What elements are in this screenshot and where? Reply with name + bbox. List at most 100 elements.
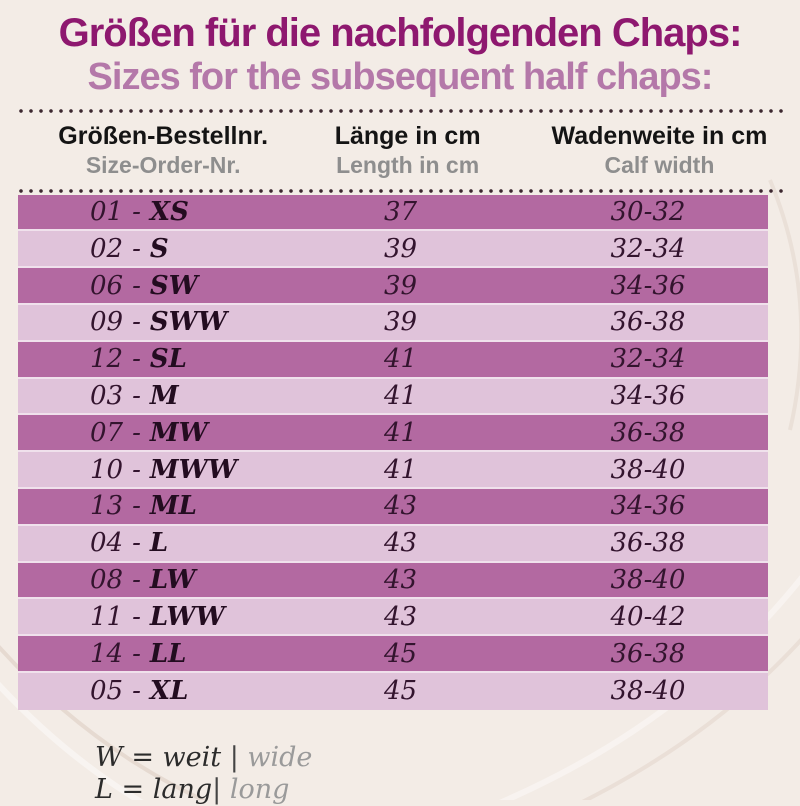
size-code: LW [149,565,196,596]
calf-width-cell: 32-34 [610,344,686,375]
table-row: 03- M 41 34-36 [18,378,768,416]
dash-separator: - [132,381,141,412]
size-order-cell: 05- XL [18,678,303,704]
size-code: LWW [149,601,225,632]
size-code: LL [149,638,187,669]
page-title-german: Größen für die nachfolgenden Chaps: [58,11,743,55]
length-cell: 41 [383,454,418,485]
order-number: 12 [90,344,124,375]
order-number: 14 [90,638,124,669]
order-number: 04 [90,528,124,559]
length-cell: 41 [383,417,418,448]
order-number: 01 [90,197,124,228]
length-cell: 43 [383,601,418,632]
length-cell: 41 [383,344,418,375]
order-number: 13 [90,491,124,522]
size-order-cell: 07- MW [18,420,303,446]
table-row: 13- ML 43 34-36 [18,489,768,526]
order-number: 07 [90,417,124,448]
dash-separator: - [132,270,141,301]
size-order-cell: 12- SL [18,346,303,372]
size-code: SL [149,344,187,375]
order-number: 10 [90,454,124,485]
table-row: 01- XS 37 30-32 [18,194,768,232]
header-size-order-german: Größen-Bestellnr. [58,121,269,150]
header-size-order-english: Size-Order-Nr. [85,152,241,179]
abbreviation-legend: W = weit | wide L = lang| long [95,742,800,806]
dotted-divider-top [14,106,786,115]
order-number: 03 [90,381,124,412]
header-length-german: Länge in cm [334,121,481,150]
order-number: 09 [90,307,124,338]
header-calf-width-english: Calf width [604,152,715,179]
header-length: Länge in cm Length in cm [308,121,507,179]
order-number: 05 [90,676,124,707]
table-header: Größen-Bestellnr. Size-Order-Nr. Länge i… [18,121,782,179]
length-cell: 43 [383,491,418,522]
length-cell: 41 [383,381,418,412]
table-row: 08- LW 43 38-40 [18,562,768,600]
size-code: SW [149,270,198,301]
header-length-english: Length in cm [336,152,480,179]
size-code: XS [149,197,189,228]
order-number: 11 [90,601,124,632]
size-code: L [149,528,169,559]
size-order-cell: 06- SW [18,273,303,299]
legend-line-l: L = lang| long [95,774,800,806]
table-row: 10- MWW 41 38-40 [18,452,768,490]
size-code: SWW [149,307,228,338]
legend-line-w: W = weit | wide [95,742,800,774]
table-row: 09- SWW 39 36-38 [18,305,768,342]
table-row: 12- SL 41 32-34 [18,341,768,379]
size-code: MWW [149,454,238,485]
dash-separator: - [132,417,141,448]
size-order-cell: 13- ML [18,493,303,519]
header-calf-width-german: Wadenweite in cm [551,121,768,150]
dash-separator: - [132,233,141,264]
size-code: M [149,381,179,412]
calf-width-cell: 34-36 [610,270,686,301]
dash-separator: - [132,454,141,485]
table-row: 06- SW 39 34-36 [18,268,768,306]
calf-width-cell: 36-38 [610,528,686,559]
size-order-cell: 01- XS [18,199,303,225]
size-code: S [149,233,169,264]
dash-separator: - [132,565,141,596]
length-cell: 45 [383,638,418,669]
legend-w-english: wide [247,741,313,773]
dash-separator: - [132,344,141,375]
calf-width-cell: 36-38 [610,307,686,338]
length-cell: 43 [383,528,418,559]
table-row: 04- L 43 36-38 [18,525,768,563]
calf-width-cell: 38-40 [610,565,686,596]
header-calf-width: Wadenweite in cm Calf width [507,121,782,179]
table-row: 11- LWW 43 40-42 [18,599,768,637]
dash-separator: - [132,197,141,228]
dotted-divider-header [14,186,786,195]
size-order-cell: 04- L [18,530,303,556]
order-number: 08 [90,565,124,596]
legend-l-separator: | [212,773,230,805]
dash-separator: - [132,307,141,338]
calf-width-cell: 32-34 [610,233,686,264]
page-title-english: Sizes for the subsequent half chaps: [87,56,714,98]
calf-width-cell: 34-36 [610,491,686,522]
size-order-cell: 14- LL [18,641,303,667]
order-number: 06 [90,270,124,301]
length-cell: 45 [383,676,418,707]
legend-w-separator: | [229,741,248,773]
table-row: 14- LL 45 36-38 [18,636,768,674]
legend-l-english: long [229,773,290,805]
dash-separator: - [132,528,141,559]
dash-separator: - [132,676,141,707]
dash-separator: - [132,601,141,632]
length-cell: 37 [383,197,418,228]
length-cell: 39 [383,270,418,301]
header-size-order: Größen-Bestellnr. Size-Order-Nr. [18,121,308,179]
length-cell: 43 [383,565,418,596]
size-code: MW [149,417,208,448]
page-title-block: Größen für die nachfolgenden Chaps: Size… [0,0,800,98]
size-order-cell: 09- SWW [18,309,303,335]
calf-width-cell: 34-36 [610,381,686,412]
